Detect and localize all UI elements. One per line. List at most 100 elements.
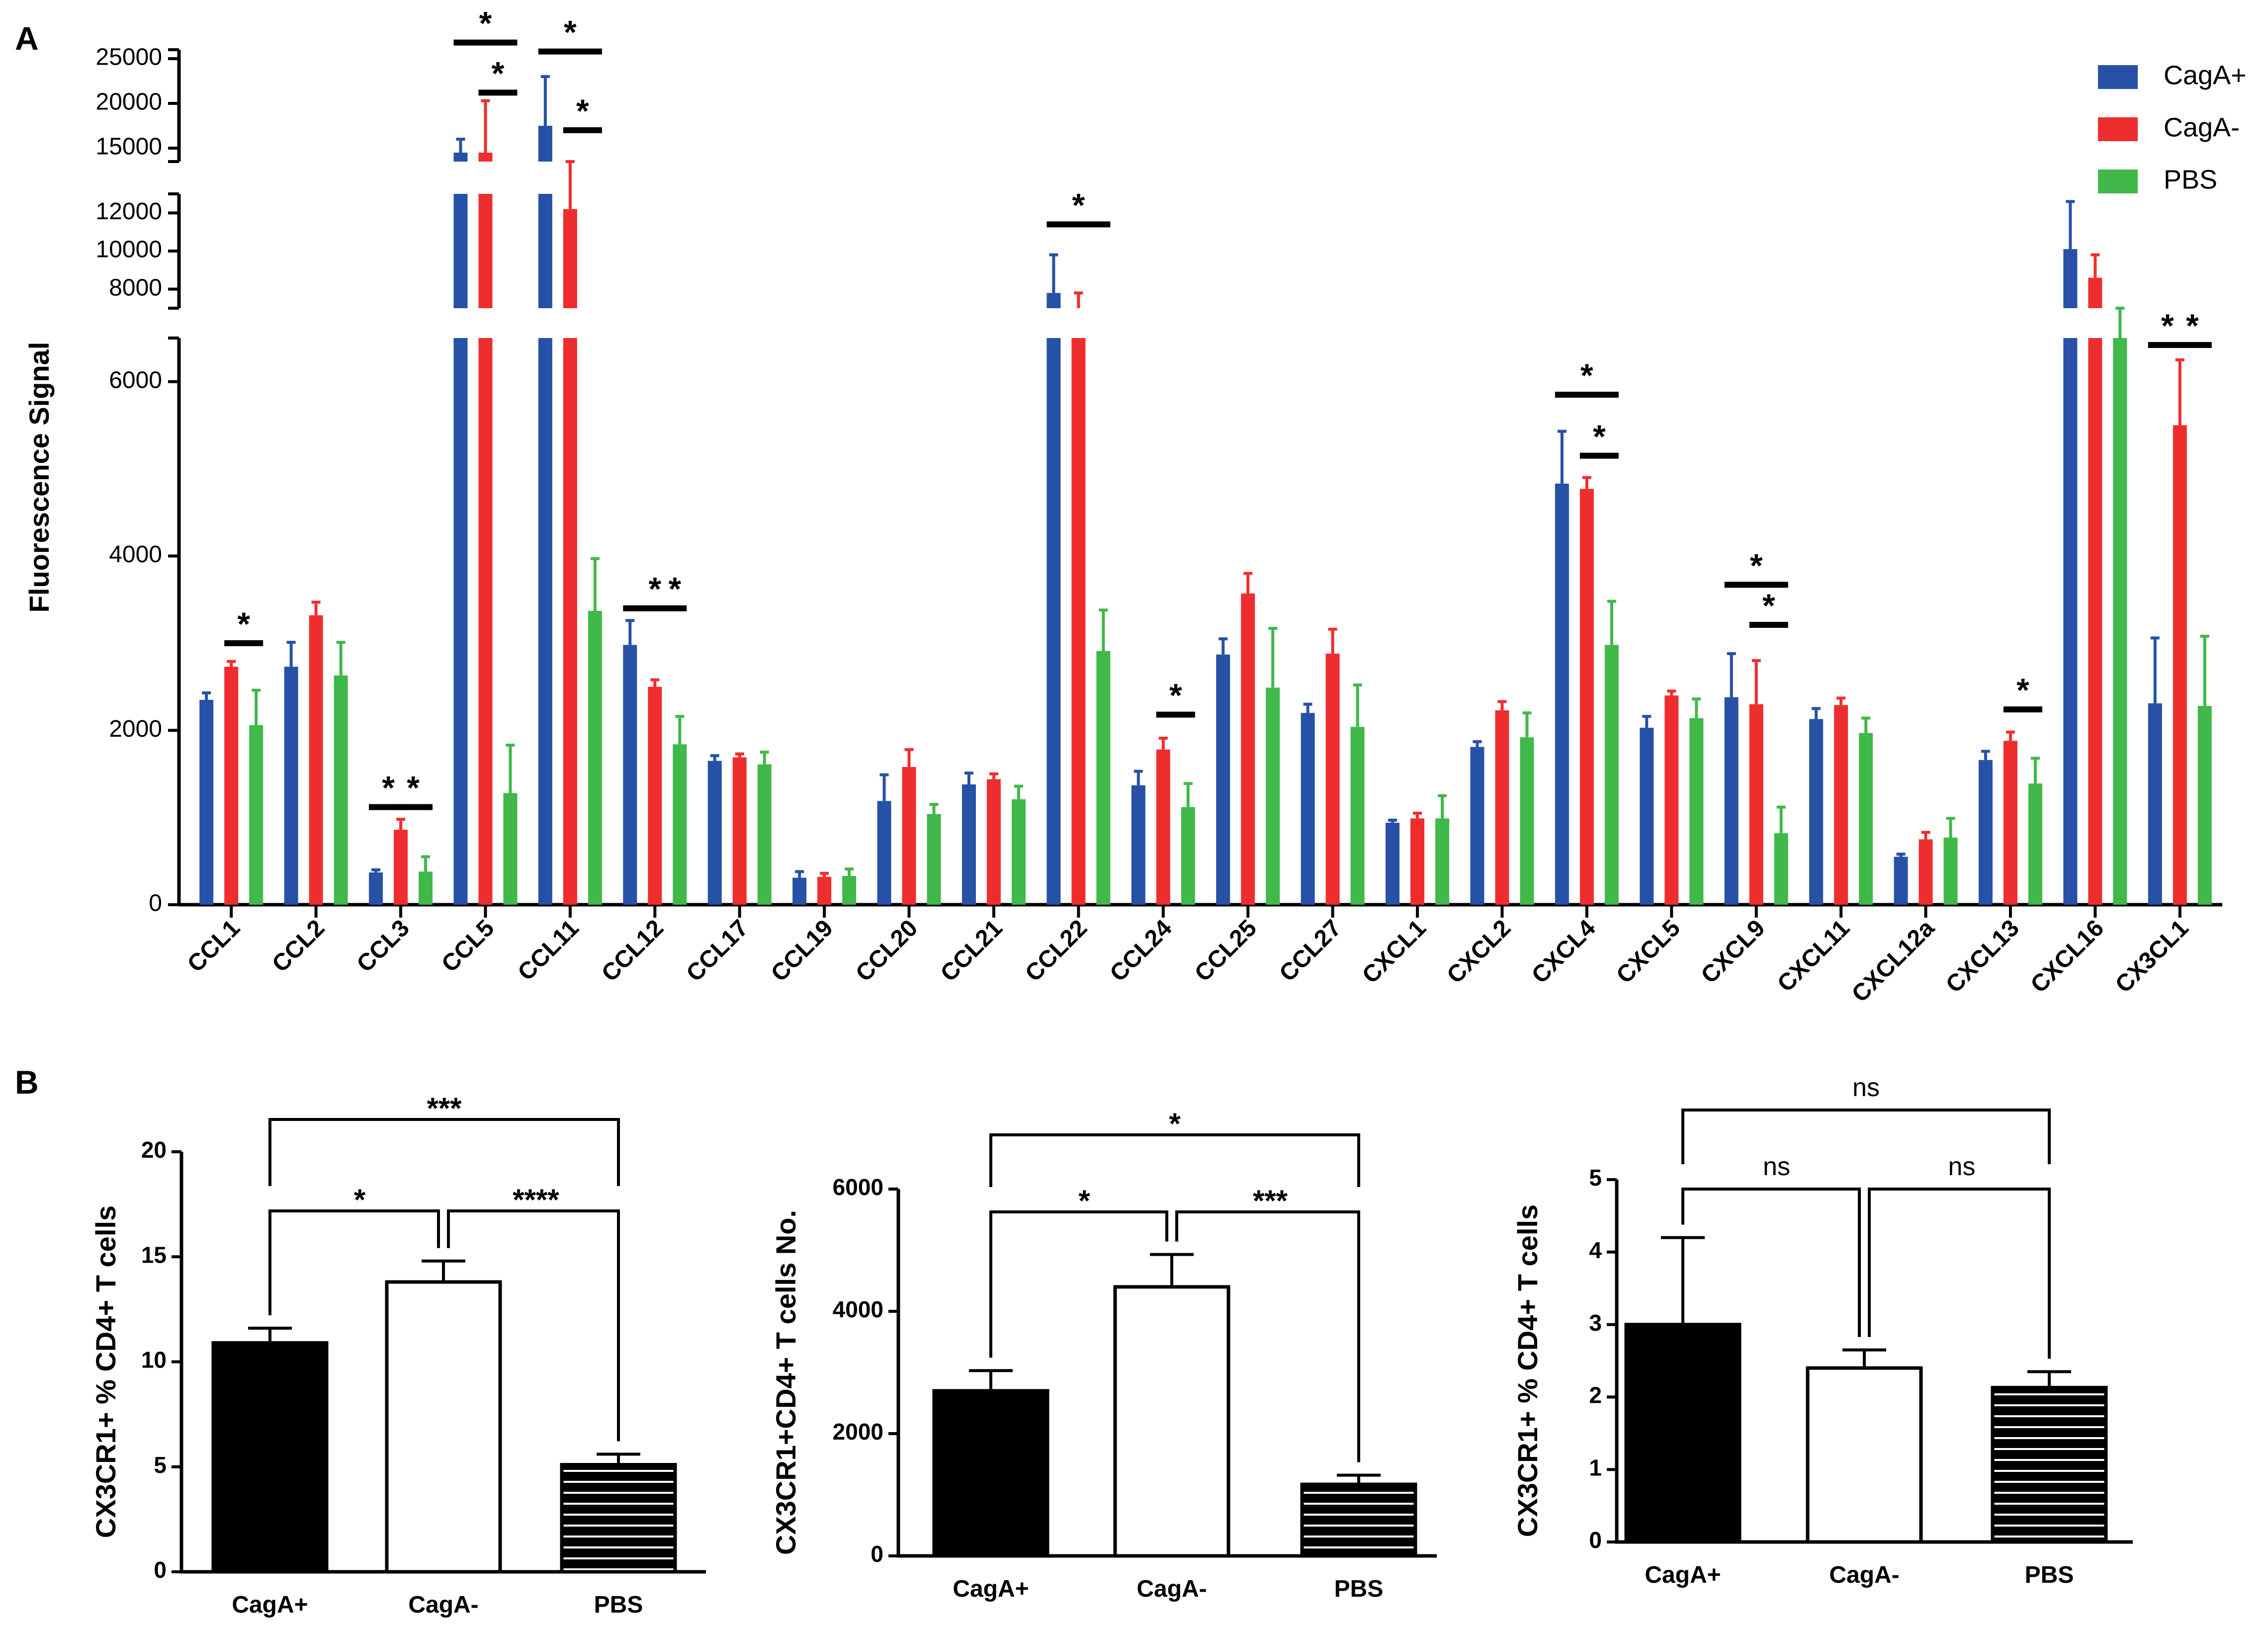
x-tick-label: CagA+	[232, 1592, 308, 1618]
panel-label-a: A	[15, 20, 39, 57]
x-tick-label: CCL11	[513, 915, 584, 986]
bar-caga-	[1156, 749, 1170, 905]
bar-caga-	[1579, 489, 1594, 905]
x-tick-label: CX3CL1	[2110, 915, 2194, 998]
bar-caga+	[284, 667, 298, 905]
bar-caga+	[211, 1341, 329, 1574]
significance-star: *	[2016, 672, 2029, 708]
bar-pbs	[1520, 737, 1534, 905]
bar-caga+	[369, 872, 383, 905]
x-tick-label: CCL24	[1105, 915, 1177, 987]
bar-caga+	[453, 194, 468, 308]
y-tick-label: 12000	[96, 198, 162, 225]
bar-pbs	[249, 725, 263, 905]
bar-caga+	[1894, 856, 1908, 905]
bar-pbs	[1300, 1482, 1417, 1558]
bar-caga+	[1470, 747, 1484, 905]
comparison-bracket	[989, 1133, 1360, 1187]
x-tick-label: CCL22	[1020, 915, 1092, 987]
bar-caga-	[1664, 695, 1679, 905]
x-tick-label: CagA-	[1136, 1576, 1207, 1602]
bar-pbs	[419, 871, 433, 905]
bar-caga+	[1386, 823, 1400, 905]
legend-label-caga+: CagA+	[2164, 60, 2247, 90]
significance-label: *	[1078, 1184, 1090, 1217]
y-tick-label: 2	[1589, 1382, 1602, 1408]
significance-star: *	[1072, 186, 1085, 223]
bar-caga+	[961, 784, 976, 905]
bar-caga-	[817, 876, 832, 905]
y-tick-label: 0	[1589, 1527, 1602, 1553]
significance-star: *	[1750, 547, 1763, 584]
bar-pbs	[1774, 833, 1788, 905]
x-tick-label: CCL17	[681, 915, 753, 987]
y-tick-label: 15	[141, 1242, 167, 1268]
significance-star: *	[668, 571, 681, 607]
y-tick-label: 8000	[109, 274, 162, 301]
bar-pbs	[673, 744, 687, 905]
significance-star: *	[1762, 587, 1775, 624]
bar-caga-	[563, 209, 577, 308]
significance-star: *	[407, 770, 420, 806]
bar-caga+	[453, 153, 468, 162]
bar-caga+	[2063, 338, 2078, 905]
comparison-bracket	[989, 1210, 1168, 1358]
comparison-bracket	[268, 1118, 620, 1186]
y-axis-title: CX3CR1+ % CD4+ T cells	[90, 1205, 121, 1538]
x-tick-label: PBS	[594, 1592, 643, 1618]
bar-pbs	[560, 1463, 677, 1574]
y-tick-label: 4000	[109, 541, 162, 568]
bar-caga+	[1047, 293, 1061, 308]
bar-caga-	[1071, 338, 1086, 905]
bar-caga+	[538, 338, 552, 905]
x-tick-label: CCL5	[436, 915, 499, 977]
bar-caga+	[1978, 760, 1993, 905]
bar-caga+	[1640, 727, 1654, 905]
comparison-bracket	[1868, 1188, 2051, 1359]
bar-caga-	[1113, 1285, 1230, 1558]
y-tick-label: 15000	[96, 134, 162, 160]
bar-caga+	[932, 1389, 1049, 1558]
x-tick-label: CCL20	[851, 915, 923, 987]
bar-caga+	[1555, 483, 1569, 905]
chart-a: 0 2000 4000 6000 8000 10000 12000 15000 20000 250…	[23, 5, 2247, 1008]
y-axis-title: CX3CR1+CD4+ T cells No.	[770, 1210, 801, 1555]
significance-label: *	[1169, 1107, 1181, 1140]
bar-caga-	[1919, 839, 1933, 905]
significance-label: ***	[1253, 1184, 1288, 1217]
bar-caga+	[792, 877, 807, 905]
bar-pbs	[1435, 818, 1450, 905]
bar-pbs	[334, 675, 348, 905]
bar-pbs	[1096, 651, 1111, 905]
bar-pbs	[927, 814, 941, 905]
significance-star: *	[2186, 307, 2199, 344]
x-tick-label: CXCL2	[1442, 915, 1516, 989]
bar-pbs	[1943, 837, 1958, 905]
bar-caga-	[2088, 338, 2102, 905]
bar-pbs	[1689, 718, 1704, 905]
x-tick-label: CCL2	[267, 915, 330, 977]
bar-caga+	[453, 338, 468, 905]
significance-star: *	[564, 14, 577, 51]
legend-swatch-pbs	[2098, 170, 2138, 193]
x-tick-label: CXCL9	[1696, 915, 1770, 989]
bar-caga-	[385, 1280, 502, 1574]
x-tick-label: CCL3	[352, 915, 415, 977]
bar-pbs	[1266, 687, 1280, 905]
y-tick-label: 2000	[833, 1419, 883, 1445]
x-tick-label: CCL12	[597, 915, 669, 987]
x-tick-label: CagA-	[408, 1592, 478, 1618]
significance-star: *	[648, 571, 661, 607]
y-tick-label: 10000	[96, 237, 162, 263]
bar-caga+	[623, 645, 637, 905]
bar-caga-	[732, 757, 747, 905]
bar-caga+	[538, 194, 552, 308]
bar-pbs	[1991, 1385, 2108, 1544]
bar-caga-	[1241, 593, 1255, 905]
chart-b1: 0 5 10 15 20 CX3CR1+ % CD4+ T cells CagA+ CagA-…	[90, 1092, 706, 1618]
bar-caga+	[1216, 654, 1230, 905]
legend-label-caga-: CagA-	[2164, 112, 2240, 142]
significance-label: ns	[1763, 1152, 1790, 1181]
bar-caga-	[2003, 741, 2017, 905]
bar-caga-	[2173, 425, 2187, 905]
